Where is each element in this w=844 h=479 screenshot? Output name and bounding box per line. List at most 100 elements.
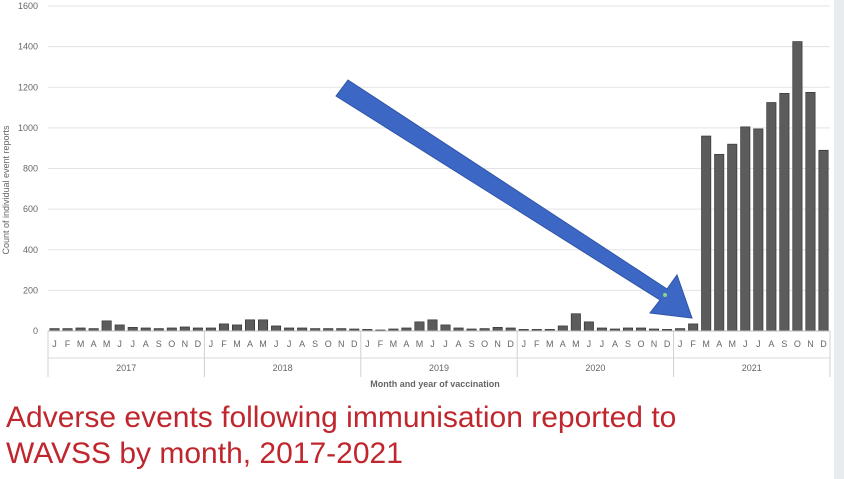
- x-tick-label: A: [91, 339, 97, 349]
- bar: [766, 102, 777, 332]
- bar: [583, 321, 594, 332]
- x-tick-label: M: [729, 339, 737, 349]
- bar: [570, 313, 581, 332]
- bar: [114, 324, 125, 332]
- bar: [440, 324, 451, 332]
- bar: [805, 92, 816, 332]
- year-label: 2019: [429, 363, 449, 373]
- x-tick-label: J: [52, 339, 57, 349]
- bar: [414, 321, 425, 332]
- y-tick-label: 1200: [18, 82, 38, 92]
- x-tick-label: J: [274, 339, 279, 349]
- y-tick-label: 400: [23, 245, 38, 255]
- bar: [740, 126, 751, 332]
- bar: [701, 135, 712, 332]
- arrow-tip-dot: [663, 293, 667, 297]
- x-tick-label: F: [65, 339, 71, 349]
- bar: [688, 323, 699, 332]
- x-tick-label: J: [743, 339, 748, 349]
- year-label: 2021: [742, 363, 762, 373]
- x-tick-label: M: [77, 339, 85, 349]
- x-tick-label: O: [638, 339, 645, 349]
- x-tick-label: O: [794, 339, 801, 349]
- x-tick-label: J: [678, 339, 683, 349]
- x-tick-label: M: [572, 339, 580, 349]
- x-tick-label: S: [625, 339, 631, 349]
- x-tick-label: S: [781, 339, 787, 349]
- x-tick-label: A: [456, 339, 462, 349]
- x-tick-label: F: [221, 339, 227, 349]
- bar: [218, 323, 229, 332]
- x-tick-label: S: [469, 339, 475, 349]
- bar: [557, 325, 568, 332]
- bar: [271, 325, 282, 332]
- blue-arrow-shape: [335, 79, 693, 319]
- x-tick-label: S: [156, 339, 162, 349]
- x-tick-label: F: [378, 339, 384, 349]
- slide-caption: Adverse events following immunisation re…: [6, 400, 826, 472]
- x-tick-label: J: [756, 339, 761, 349]
- caption-line-2: WAVSS by month, 2017-2021: [6, 437, 403, 470]
- x-tick-label: A: [143, 339, 149, 349]
- x-tick-label: D: [351, 339, 358, 349]
- bar: [427, 319, 438, 332]
- x-tick-label: D: [664, 339, 671, 349]
- bar: [245, 319, 256, 332]
- bar: [818, 149, 829, 332]
- x-tick-label: N: [651, 339, 658, 349]
- x-tick-label: J: [287, 339, 292, 349]
- x-tick-label: O: [325, 339, 332, 349]
- x-tick-label: J: [130, 339, 135, 349]
- caption-line-1: Adverse events following immunisation re…: [6, 401, 677, 434]
- x-tick-label: N: [494, 339, 501, 349]
- x-tick-label: D: [507, 339, 514, 349]
- window-edge: [834, 0, 844, 479]
- arrow-annotation: [335, 79, 693, 319]
- x-tick-label: M: [233, 339, 241, 349]
- bar: [127, 327, 138, 332]
- x-tick-label: A: [299, 339, 305, 349]
- x-tick-label: F: [534, 339, 540, 349]
- x-tick-label: M: [259, 339, 267, 349]
- x-tick-label: A: [612, 339, 618, 349]
- x-tick-label: S: [312, 339, 318, 349]
- bars: [49, 41, 829, 332]
- x-tick-label: A: [768, 339, 774, 349]
- x-tick-label: N: [182, 339, 189, 349]
- y-tick-label: 1000: [18, 123, 38, 133]
- year-label: 2017: [116, 363, 136, 373]
- x-tick-label: J: [117, 339, 122, 349]
- x-tick-label: N: [807, 339, 814, 349]
- y-axis-label: Count of individual event reports: [1, 125, 11, 255]
- x-tick-label: F: [690, 339, 696, 349]
- y-tick-labels: 0 200 400 600 800 1000 1200 1400 1600: [18, 1, 38, 336]
- x-axis-label: Month and year of vaccination: [370, 379, 500, 389]
- bar: [101, 320, 112, 332]
- x-tick-label: A: [403, 339, 409, 349]
- x-tick-label: J: [521, 339, 526, 349]
- x-tick-label: M: [546, 339, 554, 349]
- gridlines: [48, 5, 830, 332]
- x-tick-label: J: [430, 339, 435, 349]
- bar: [179, 326, 190, 332]
- year-label: 2020: [585, 363, 605, 373]
- y-tick-label: 0: [33, 326, 38, 336]
- x-tick-label: J: [587, 339, 592, 349]
- x-tick-label: M: [416, 339, 424, 349]
- x-tick-label: J: [365, 339, 370, 349]
- x-tick-label: J: [600, 339, 605, 349]
- x-tick-label: D: [195, 339, 202, 349]
- y-tick-label: 1400: [18, 42, 38, 52]
- x-tick-label: J: [209, 339, 214, 349]
- y-tick-label: 1600: [18, 1, 38, 11]
- x-tick-label: M: [103, 339, 111, 349]
- x-tick-label: O: [168, 339, 175, 349]
- x-tick-label: M: [702, 339, 710, 349]
- x-tick-label: D: [820, 339, 827, 349]
- bar: [231, 324, 242, 332]
- x-tick-label: M: [390, 339, 398, 349]
- x-tick-label: A: [716, 339, 722, 349]
